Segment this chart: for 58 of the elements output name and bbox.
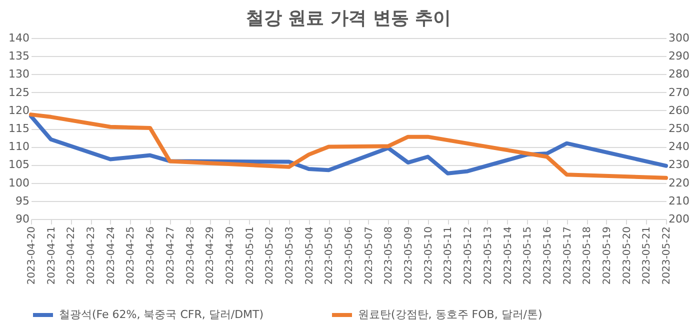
x-tick-label: 2023-05-19 — [602, 226, 613, 285]
x-tick-label: 2023-04-22 — [66, 226, 78, 285]
x-tick-label: 2023-05-06 — [344, 226, 355, 285]
x-tick-label: 2023-05-08 — [384, 226, 395, 285]
y-tick-label: 135 — [8, 50, 30, 63]
x-tick-label: 2023-04-23 — [86, 226, 98, 285]
x-tick-label: 2023-05-13 — [482, 226, 494, 285]
x-tick-label: 2023-05-09 — [404, 226, 415, 285]
x-tick-label: 2023-05-21 — [642, 226, 653, 285]
y2-tick-label: 260 — [668, 104, 690, 117]
x-tick-label: 2023-05-18 — [582, 226, 594, 285]
y-tick-label: 110 — [8, 140, 30, 154]
x-tick-label: 2023-05-04 — [304, 226, 316, 285]
y2-tick-label: 240 — [668, 140, 690, 154]
x-tick-label: 2023-04-27 — [165, 226, 176, 285]
legend-label: 철광석(Fe 62%, 북중국 CFR, 달러/DMT) — [59, 308, 264, 321]
x-tick-label: 2023-05-10 — [423, 226, 434, 285]
x-tick-label: 2023-04-20 — [26, 226, 38, 285]
y-tick-label: 90 — [16, 212, 30, 226]
y2-tick-label: 250 — [668, 122, 690, 135]
y-tick-label: 95 — [16, 194, 30, 208]
y2-tick-label: 230 — [668, 158, 690, 172]
x-tick-label: 2023-05-22 — [662, 226, 672, 285]
y-tick-label: 125 — [8, 86, 30, 99]
y2-tick-label: 280 — [668, 68, 690, 81]
y-tick-label: 140 — [8, 32, 30, 44]
y2-tick-label: 220 — [668, 176, 690, 190]
x-tick-label: 2023-05-01 — [244, 226, 256, 285]
x-tick-label: 2023-05-03 — [284, 226, 296, 285]
y-tick-label: 120 — [8, 104, 30, 117]
x-tick-label: 2023-04-25 — [126, 226, 137, 285]
x-tick-label: 2023-05-07 — [364, 226, 375, 285]
x-tick-label: 2023-05-17 — [562, 226, 574, 285]
y2-tick-label: 210 — [668, 194, 690, 208]
x-tick-label: 2023-04-30 — [224, 226, 236, 285]
x-tick-label: 2023-04-26 — [146, 226, 157, 285]
x-tick-label: 2023-04-21 — [46, 226, 58, 285]
x-tick-label: 2023-05-02 — [264, 226, 276, 285]
x-tick-label: 2023-05-11 — [443, 226, 454, 285]
x-tick-label: 2023-05-16 — [542, 226, 554, 285]
x-tick-label: 2023-04-28 — [185, 226, 196, 285]
x-tick-label: 2023-05-15 — [522, 226, 534, 285]
y2-tick-label: 200 — [668, 212, 690, 226]
x-tick-label: 2023-05-05 — [324, 226, 336, 285]
x-tick-label: 2023-05-12 — [463, 226, 474, 285]
y-tick-label: 130 — [8, 68, 30, 81]
x-tick-label: 2023-04-29 — [205, 226, 216, 285]
y2-tick-label: 290 — [668, 50, 690, 63]
legend-label: 원료탄(강점탄, 동호주 FOB, 달러/톤) — [358, 308, 542, 321]
y-tick-label: 115 — [8, 122, 30, 135]
y-tick-label: 100 — [8, 176, 30, 190]
x-tick-label: 2023-05-20 — [622, 226, 633, 285]
y2-tick-label: 270 — [668, 86, 690, 99]
chart-title: 철강 원료 가격 변동 추이 — [246, 8, 452, 29]
y2-tick-label: 300 — [668, 32, 690, 44]
x-tick-label: 2023-05-14 — [502, 226, 514, 285]
y-tick-label: 105 — [8, 158, 30, 172]
x-tick-label: 2023-04-24 — [106, 226, 117, 285]
